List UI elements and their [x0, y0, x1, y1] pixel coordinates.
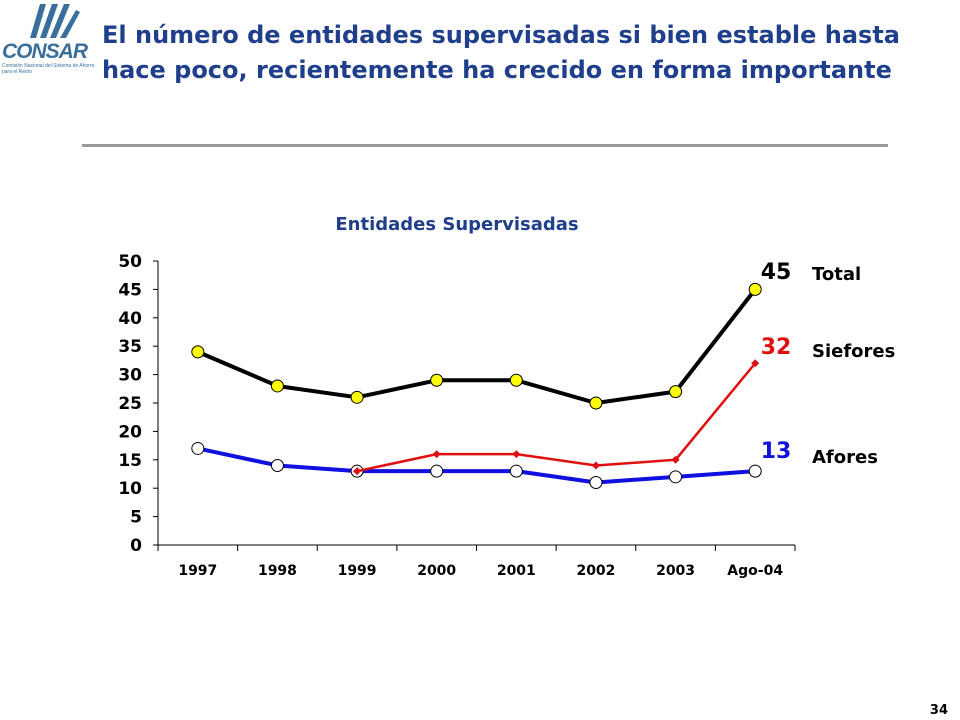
data-point-total — [430, 373, 444, 387]
series-label-total: Total — [812, 264, 861, 285]
x-tick-label: 1998 — [258, 563, 297, 579]
y-tick-label: 30 — [118, 366, 142, 386]
data-point-total — [191, 345, 205, 359]
y-tick-label: 5 — [130, 508, 142, 528]
y-tick-label: 10 — [118, 479, 142, 499]
x-tick-label: 2001 — [497, 563, 536, 579]
data-point-siefores — [512, 450, 521, 459]
data-point-afores — [191, 441, 205, 455]
data-point-total — [748, 282, 762, 296]
y-tick-label: 20 — [118, 422, 142, 442]
y-tick-label: 35 — [118, 337, 142, 357]
y-tick-label: 50 — [118, 252, 142, 272]
data-point-total — [270, 379, 284, 393]
y-tick-label: 45 — [118, 280, 142, 300]
data-point-afores — [430, 464, 444, 478]
data-point-siefores — [591, 461, 600, 470]
end-value-label-siefores: 32 — [761, 335, 792, 360]
data-point-afores — [270, 458, 284, 472]
x-tick-label: 2003 — [656, 563, 695, 579]
x-tick-label: 2002 — [576, 563, 615, 579]
data-point-siefores — [353, 467, 362, 476]
series-line-total — [197, 288, 757, 405]
data-point-total — [509, 373, 523, 387]
x-tick-label: 1997 — [178, 563, 217, 579]
end-value-label-afores: 13 — [761, 439, 792, 464]
y-tick-label: 0 — [130, 536, 142, 556]
y-tick-label: 15 — [118, 451, 142, 471]
data-point-total — [669, 385, 683, 399]
page-number: 34 — [929, 703, 948, 718]
logo-text: CONSAR — [2, 40, 88, 63]
data-point-afores — [669, 470, 683, 484]
logo-mark-icon — [30, 4, 80, 38]
series-line-siefores — [356, 362, 757, 473]
x-tick-label: Ago-04 — [727, 563, 783, 579]
series-line-afores — [197, 446, 756, 485]
x-tick-label: 1999 — [338, 563, 377, 579]
series-label-afores: Afores — [812, 447, 878, 468]
data-point-total — [350, 390, 364, 404]
y-tick-label: 40 — [118, 309, 142, 329]
title-divider — [82, 144, 888, 147]
data-point-siefores — [751, 359, 760, 368]
data-point-siefores — [671, 455, 680, 464]
x-tick-label: 2000 — [417, 563, 456, 579]
chart-title: Entidades Supervisadas — [335, 214, 579, 235]
data-point-afores — [509, 464, 523, 478]
page-title: El número de entidades supervisadas si b… — [102, 21, 900, 84]
y-tick-label: 25 — [118, 394, 142, 414]
series-label-siefores: Siefores — [812, 341, 895, 362]
consar-logo: CONSAR Comisión Nacional del Sistema de … — [0, 0, 100, 85]
data-point-total — [589, 396, 603, 410]
end-value-label-total: 45 — [761, 260, 792, 285]
data-point-afores — [589, 476, 603, 490]
data-point-afores — [748, 464, 762, 478]
logo-subtext: Comisión Nacional del Sistema de Ahorro … — [2, 63, 95, 75]
data-point-siefores — [432, 450, 441, 459]
